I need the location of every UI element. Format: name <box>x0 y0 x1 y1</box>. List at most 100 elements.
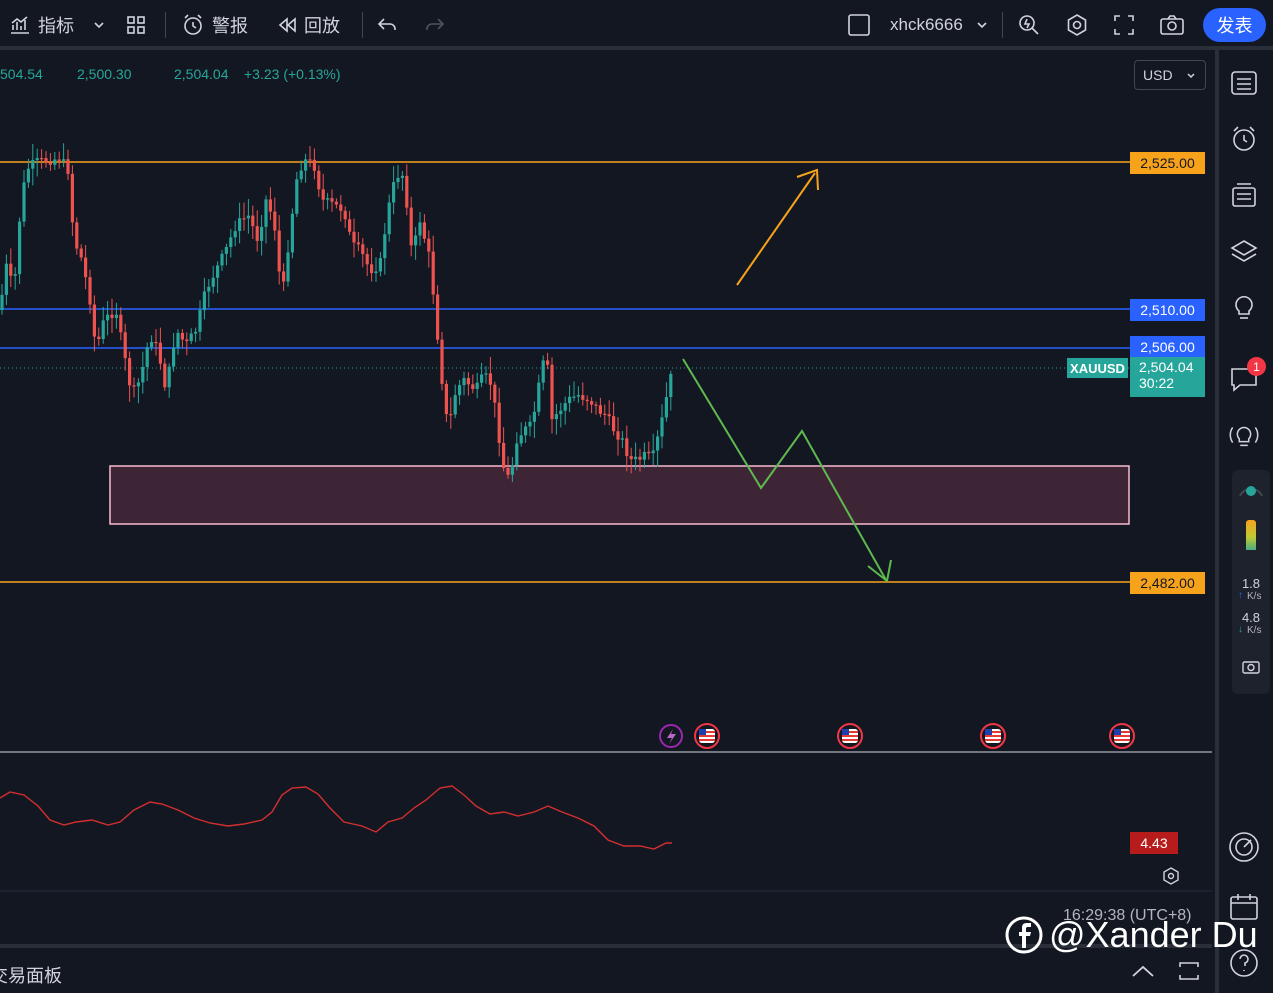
price-label-2482[interactable]: 2,482.00 <box>1130 572 1205 594</box>
event-flash-icon[interactable] <box>659 724 683 748</box>
currency-selector[interactable]: USD <box>1134 60 1206 90</box>
top-toolbar: 指标 警报 回放 xhck6666 发表 <box>0 0 1273 50</box>
candle-body <box>400 175 404 178</box>
candle-body <box>625 438 629 457</box>
trading-panel-tab[interactable]: 交易面板 <box>0 966 62 986</box>
price-label-2510[interactable]: 2,510.00 <box>1130 299 1205 321</box>
support-zone[interactable] <box>109 465 1130 525</box>
candle-body <box>493 384 497 403</box>
candle-body <box>559 410 563 415</box>
chevron-up-icon[interactable] <box>1130 962 1156 982</box>
candle-body <box>317 170 321 190</box>
candle-body <box>634 456 638 460</box>
price-chart[interactable] <box>0 54 1212 940</box>
us-flag-event-icon[interactable] <box>694 723 720 749</box>
candle-body <box>352 231 356 243</box>
object-tree-button[interactable] <box>1227 234 1261 268</box>
candle-body <box>141 366 145 383</box>
price-label-2506[interactable]: 2,506.00 <box>1130 336 1205 358</box>
bullish-projection-arrow[interactable] <box>736 168 819 286</box>
current-price-label[interactable]: 2,504.04 30:22 <box>1130 357 1205 397</box>
candle-body <box>418 222 422 236</box>
candle-body <box>35 158 39 161</box>
layout-name-dropdown[interactable]: xhck6666 <box>890 0 989 50</box>
settings-button[interactable] <box>1064 0 1090 50</box>
publish-button[interactable]: 发表 <box>1203 8 1266 42</box>
candle-body <box>334 201 338 205</box>
chevron-down-icon <box>1187 73 1195 79</box>
candle-body <box>273 211 277 231</box>
candle-body <box>110 314 114 319</box>
candle-body <box>568 396 572 404</box>
candle-body <box>326 198 330 200</box>
rewind-icon <box>278 17 296 33</box>
hotlist-button[interactable] <box>1227 830 1261 864</box>
maximize-panel-icon[interactable] <box>1177 960 1201 982</box>
replay-button[interactable]: 回放 <box>276 0 340 50</box>
candle-body <box>554 414 558 420</box>
ideas-button[interactable] <box>1227 290 1261 324</box>
fullscreen-button[interactable] <box>1112 0 1136 50</box>
candle-body <box>343 210 347 220</box>
candle-body <box>515 443 519 466</box>
watermark-text: @Xander Du <box>1049 914 1258 955</box>
candle-body <box>642 451 646 460</box>
candle-body <box>286 252 290 282</box>
candle-body <box>647 451 651 454</box>
candle-body <box>194 331 198 334</box>
candle-body <box>233 231 237 238</box>
chevron-down-icon <box>977 22 987 29</box>
gauge-icon <box>1229 832 1259 862</box>
ohlc-low: 2,500.30 <box>77 66 132 82</box>
candle-body <box>167 366 171 388</box>
us-flag-event-icon[interactable] <box>837 723 863 749</box>
data-window-button[interactable] <box>1227 178 1261 212</box>
undo-button[interactable] <box>376 0 398 50</box>
indicator-settings-icon[interactable] <box>1163 867 1179 885</box>
replay-label: 回放 <box>304 16 340 36</box>
candle-body <box>330 198 334 202</box>
quick-search-button[interactable] <box>1016 0 1042 50</box>
signal-icon <box>1239 486 1263 550</box>
alerts-panel-button[interactable] <box>1227 122 1261 156</box>
separator <box>1002 12 1003 38</box>
candle-body <box>31 160 35 169</box>
layout-square-button[interactable] <box>846 0 872 50</box>
templates-dropdown[interactable] <box>92 0 106 50</box>
candle-body <box>312 159 316 171</box>
download-speed: 4.8 <box>1241 610 1261 625</box>
indicators-button[interactable]: 指标 <box>8 0 74 50</box>
candle-body <box>321 189 325 200</box>
candle-body <box>537 382 541 412</box>
separator <box>362 12 363 38</box>
us-flag-event-icon[interactable] <box>980 723 1006 749</box>
candle-body <box>405 175 409 208</box>
streams-button[interactable] <box>1227 418 1261 452</box>
layout-button[interactable] <box>124 0 148 50</box>
candle-body <box>123 332 127 359</box>
candle-body <box>48 162 52 165</box>
bar-countdown: 30:22 <box>1139 375 1175 391</box>
redo-button[interactable] <box>424 0 446 50</box>
candle-body <box>128 358 132 386</box>
help-button[interactable] <box>1227 946 1261 980</box>
camera-icon[interactable] <box>1241 657 1261 675</box>
candle-body <box>546 360 550 365</box>
alerts-button[interactable]: 警报 <box>180 0 248 50</box>
price-label-2525[interactable]: 2,525.00 <box>1130 152 1205 174</box>
candle-body <box>396 177 400 183</box>
candle-body <box>150 341 154 348</box>
watchlist-button[interactable] <box>1227 66 1261 100</box>
bearish-projection-arrow[interactable] <box>682 358 892 583</box>
us-flag-event-icon[interactable] <box>1109 723 1135 749</box>
candle-body <box>216 265 220 278</box>
candle-body <box>189 333 193 342</box>
calendar-button[interactable] <box>1227 890 1261 924</box>
candle-body <box>378 258 382 272</box>
candle-body <box>488 373 492 385</box>
time-display[interactable]: 16:29:38 (UTC+8) <box>1063 907 1192 924</box>
candle-body <box>282 271 286 282</box>
snapshot-button[interactable] <box>1158 0 1186 50</box>
candle-body <box>136 382 140 387</box>
calendar-icon <box>1230 894 1258 920</box>
